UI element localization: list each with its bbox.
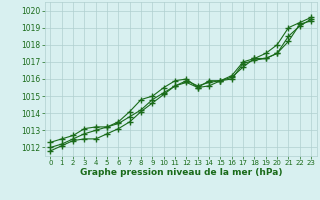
X-axis label: Graphe pression niveau de la mer (hPa): Graphe pression niveau de la mer (hPa)	[80, 168, 282, 177]
